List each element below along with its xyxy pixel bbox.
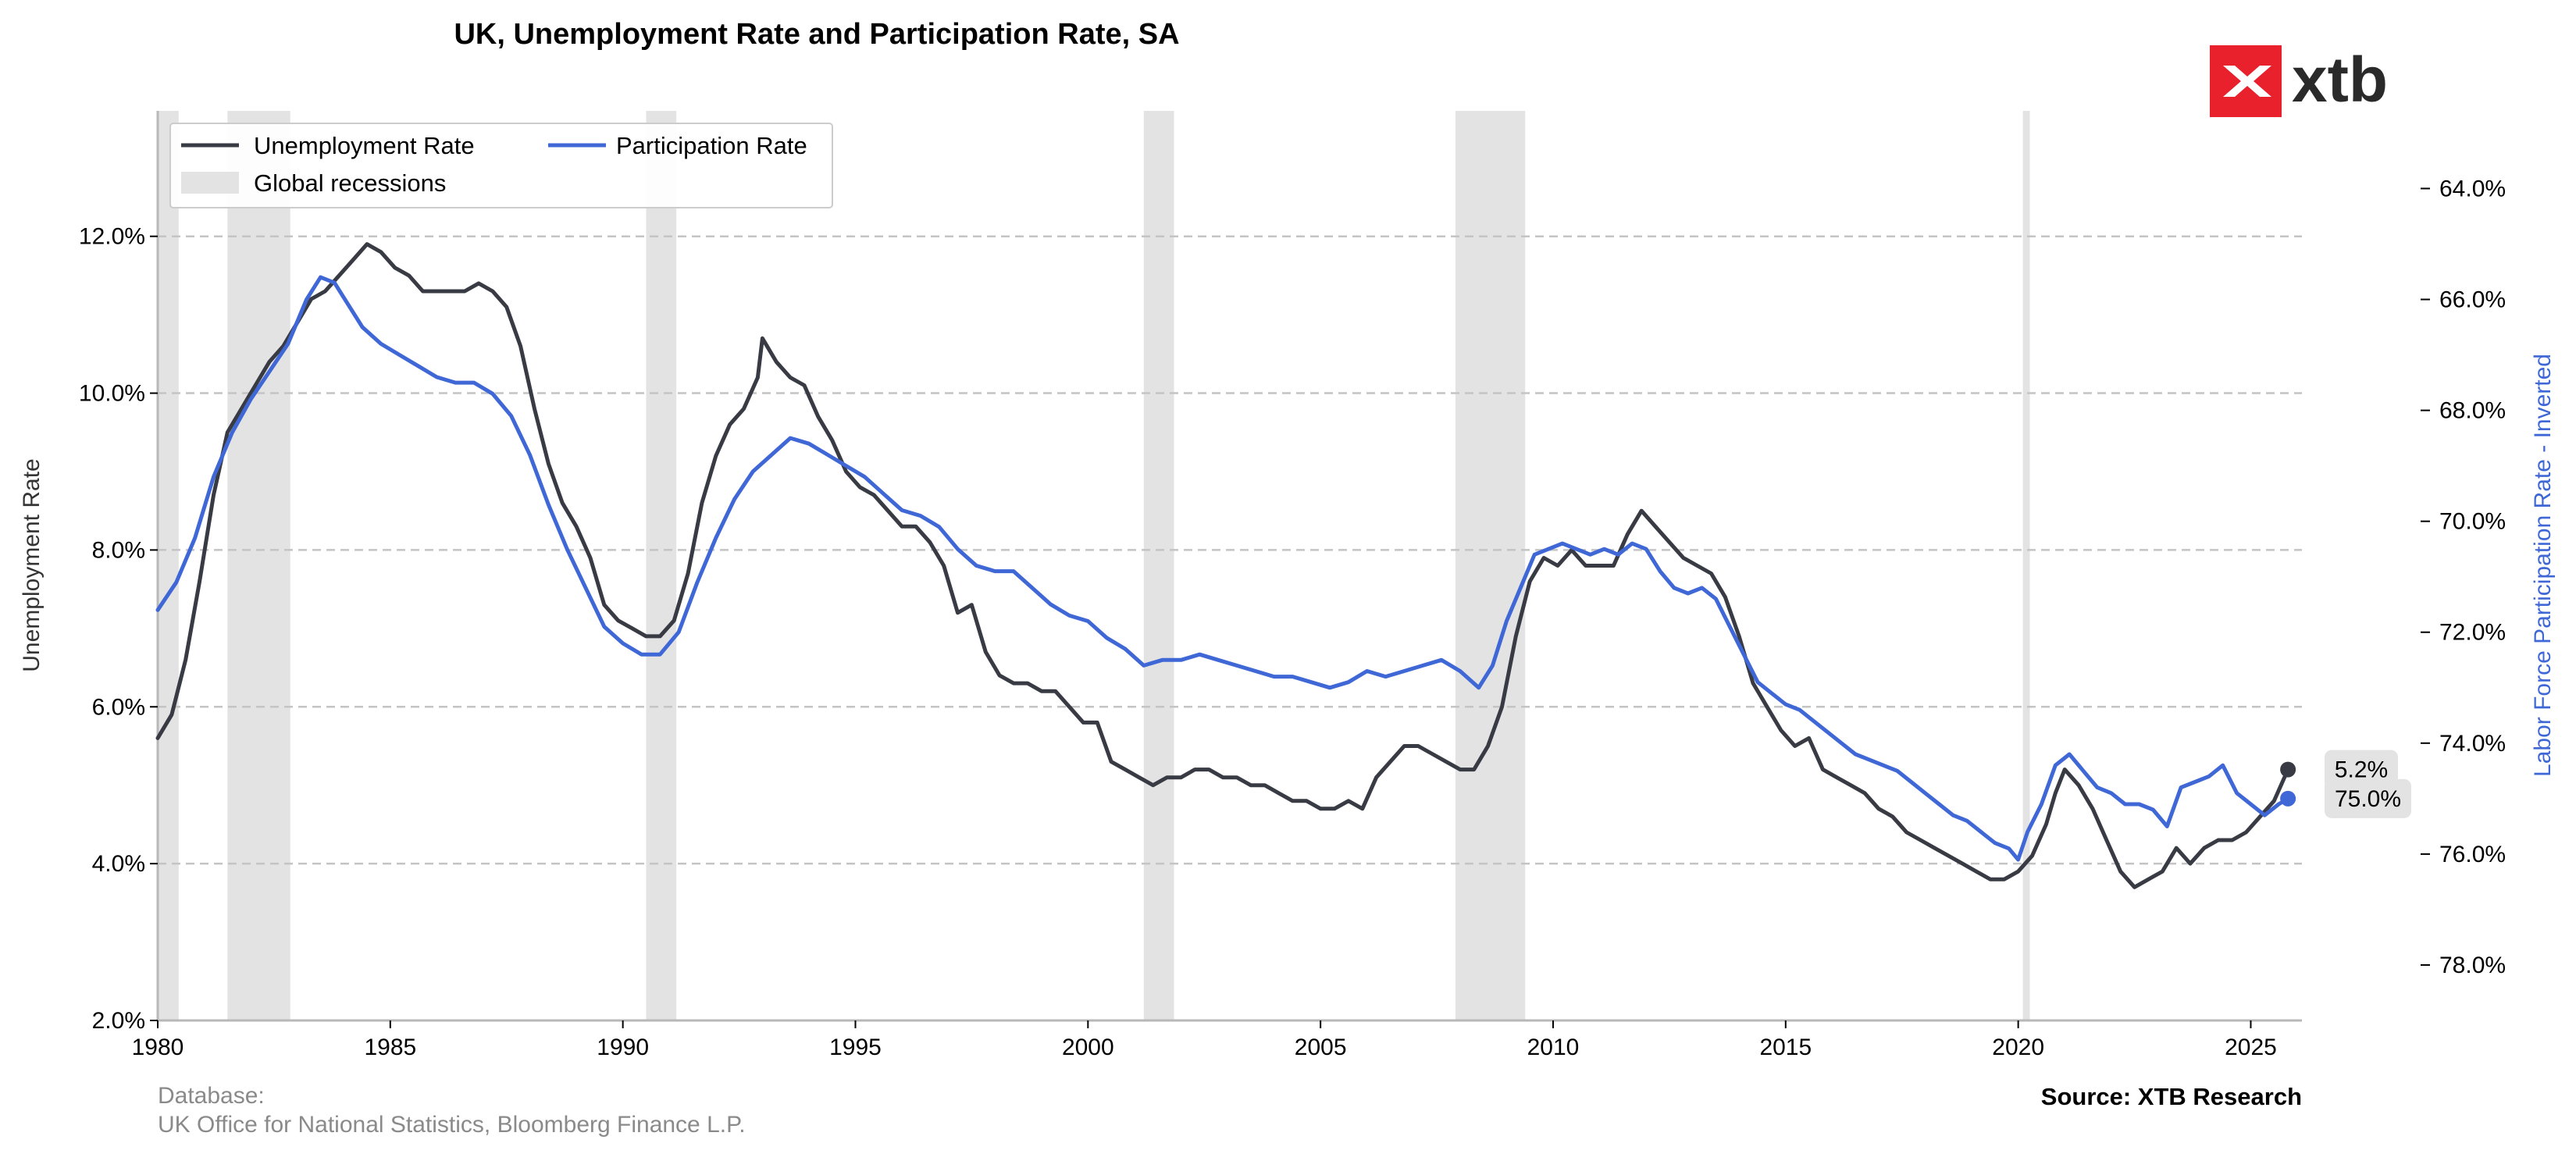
y-tick-label-2: 6.0% [92,694,145,720]
series-line-unemployment [155,242,2290,889]
footer-database-label: Database: [158,1083,265,1109]
y2-tick-label-3: 70.0% [2439,509,2506,535]
x-tick-label-2: 1990 [597,1035,649,1060]
legend-label-recessions: Global recessions [254,169,446,197]
legend-label-unemployment: Unemployment Rate [254,132,475,159]
footer-source: Source: XTB Research [2041,1083,2302,1110]
y-tick-label-5: 12.0% [79,224,145,250]
recession-band-2 [646,111,677,1020]
xtb-logo-mark-icon [2223,66,2271,97]
xtb-logo-text: xtb [2292,45,2388,116]
end-label-participation: 75.0% [2335,786,2401,812]
x-tick-label-0: 1980 [132,1035,184,1060]
y-tick-label-0: 2.0% [92,1008,145,1034]
chart-title: UK, Unemployment Rate and Participation … [454,18,1179,51]
y-tick-label-3: 8.0% [92,537,145,563]
x-tick-label-3: 1995 [829,1035,882,1060]
recession-band-0 [158,111,179,1020]
legend-label-participation: Participation Rate [616,132,807,159]
axis-ticks: 2.0% 4.0% 6.0% 8.0% 10.0% 12.0% 1980 1985 1990 19… [79,176,2506,1060]
xtb-logo: xtb [2210,45,2388,117]
y-axis-label: Unemployment Rate [19,458,45,671]
end-label-unemployment: 5.2% [2335,757,2388,783]
end-labels: 5.2% 75.0% [2280,750,2411,818]
x-tick-label-5: 2005 [1295,1035,1347,1060]
legend-swatch-recessions [181,172,239,194]
x-tick-label-6: 2010 [1527,1035,1580,1060]
end-label-box-participation [2325,778,2411,818]
x-tick-label-8: 2020 [1992,1035,2044,1060]
x-tick-label-9: 2025 [2225,1035,2277,1060]
series-lines [155,242,2290,889]
legend-box [169,123,833,208]
recession-band-1 [227,111,290,1020]
recession-bands [158,111,2030,1020]
y2-tick-label-0: 64.0% [2439,176,2506,201]
y2-tick-label-2: 68.0% [2439,398,2506,424]
y2-tick-label-5: 74.0% [2439,731,2506,757]
footer-database-sources: UK Office for National Statistics, Bloom… [158,1112,746,1138]
x-tick-label-7: 2015 [1759,1035,1812,1060]
y2-tick-label-6: 76.0% [2439,842,2506,867]
recession-band-4 [1455,111,1526,1020]
y-tick-label-4: 10.0% [79,381,145,407]
y-tick-label-1: 4.0% [92,851,145,877]
y2-axis-label: Labor Force Participation Rate - Inverte… [2530,354,2556,777]
y2-tick-label-1: 66.0% [2439,287,2506,313]
recession-band-5 [2022,111,2030,1020]
end-marker-participation [2280,790,2296,807]
y2-tick-label-7: 78.0% [2439,953,2506,978]
gridlines [158,235,2302,1022]
x-tick-label-1: 1985 [364,1035,416,1060]
y2-tick-label-4: 72.0% [2439,620,2506,646]
recession-band-3 [1143,111,1174,1020]
x-tick-label-4: 2000 [1062,1035,1114,1060]
end-marker-unemployment [2280,761,2296,778]
legend: Unemployment Rate Participation Rate Glo… [169,123,833,208]
series-line-participation [155,275,2290,862]
